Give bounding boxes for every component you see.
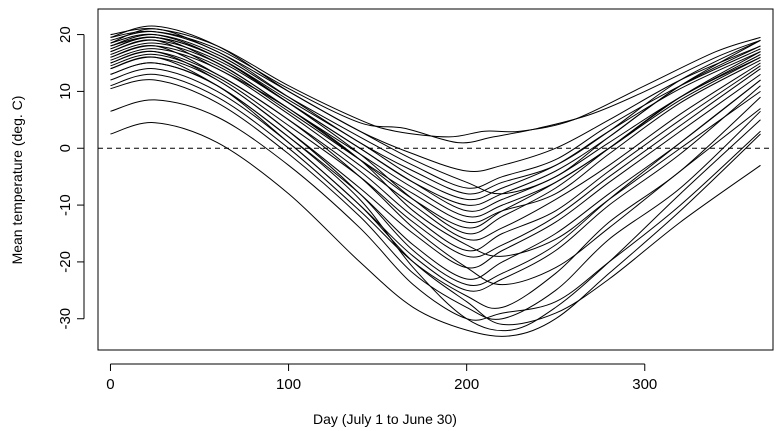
- series-line-16: [110, 68, 761, 292]
- series-line-9: [110, 45, 761, 224]
- series-line-28: [110, 56, 761, 332]
- x-axis: 0 100 200 300: [106, 363, 657, 393]
- series-line-17: [110, 73, 761, 309]
- series-line-24: [110, 30, 761, 195]
- series-line-13: [110, 53, 761, 258]
- series-line-18: [110, 79, 761, 320]
- series-line-27: [110, 50, 761, 286]
- series-line-7: [110, 39, 761, 212]
- series-line-26: [110, 36, 761, 229]
- series-line-6: [110, 25, 761, 195]
- y-tick-label: -30: [57, 308, 74, 330]
- plot-frame: [97, 8, 774, 351]
- series-line-4: [110, 34, 761, 189]
- series-line-10: [110, 36, 761, 235]
- x-tick-label: 0: [106, 376, 114, 393]
- y-tick-label: 10: [57, 83, 74, 100]
- series-line-25: [110, 33, 761, 206]
- series-lines: [110, 25, 761, 337]
- y-tick-label: 0: [57, 144, 74, 152]
- y-tick-label: 20: [57, 26, 74, 43]
- y-axis-label: Mean temperature (deg. C): [9, 96, 25, 265]
- x-tick-label: 100: [276, 376, 301, 393]
- y-axis: -30 -20 -10 0 10 20: [57, 26, 85, 330]
- y-tick-label: -20: [57, 251, 74, 273]
- x-tick-label: 300: [632, 376, 657, 393]
- series-line-19: [110, 99, 761, 321]
- y-tick-label: -10: [57, 194, 74, 216]
- series-line-22: [110, 45, 761, 286]
- x-axis-label: Day (July 1 to June 30): [313, 411, 457, 427]
- x-tick-label: 200: [454, 376, 479, 393]
- series-line-21: [110, 39, 761, 257]
- series-line-2: [110, 31, 761, 144]
- series-line-20: [110, 122, 761, 337]
